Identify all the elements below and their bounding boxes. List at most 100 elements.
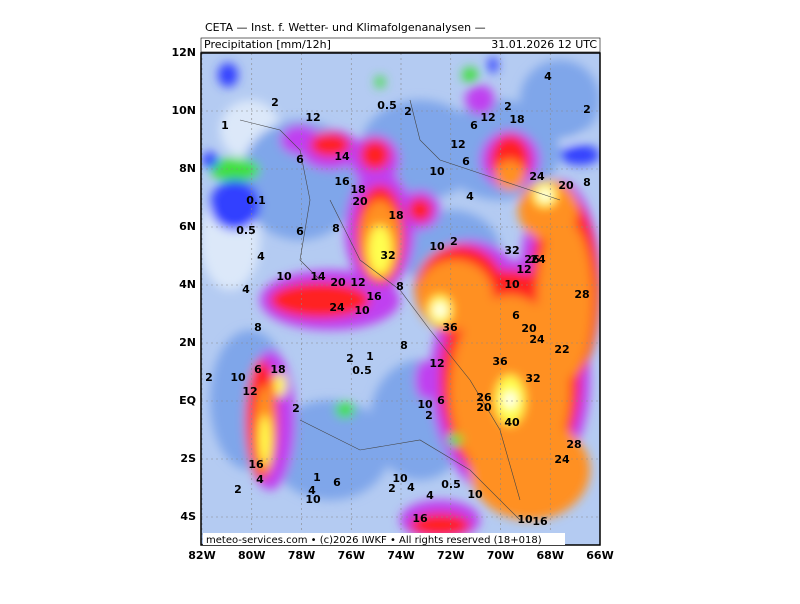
precip-area: [310, 133, 350, 157]
contour-label: 16: [248, 458, 264, 471]
x-axis-label: 74W: [387, 549, 414, 562]
contour-label: 2: [205, 371, 213, 384]
contour-label: 20: [558, 179, 574, 192]
contour-label: 0.5: [377, 99, 397, 112]
contour-label: 24: [530, 253, 546, 266]
contour-label: 10: [504, 278, 520, 291]
y-axis-label: 4N: [179, 278, 196, 291]
contour-label: 2: [234, 483, 242, 496]
contour-label: 2: [292, 402, 300, 415]
x-axis-label: 70W: [487, 549, 514, 562]
x-axis-label: 72W: [437, 549, 464, 562]
precip-area: [202, 152, 218, 168]
contour-label: 18: [388, 209, 403, 222]
contour-label: 6: [254, 363, 262, 376]
contour-label: 26: [524, 253, 540, 266]
precip-area: [462, 67, 478, 83]
contour-label: 24: [529, 170, 545, 183]
contour-label: 10: [354, 304, 370, 317]
valid-time: 31.01.2026 12 UTC: [491, 38, 597, 51]
precip-area: [210, 180, 260, 230]
contour-label: 18: [350, 183, 365, 196]
contour-label: 20: [352, 195, 368, 208]
contour-label: 16: [532, 515, 548, 528]
contour-label: 2: [271, 96, 279, 109]
precip-blobs: [201, 57, 600, 540]
contour-label: 1: [366, 350, 374, 363]
contour-label: 12: [450, 138, 465, 151]
contour-label: 20: [521, 322, 537, 335]
precip-area: [270, 400, 390, 500]
contour-label: 6: [296, 153, 304, 166]
contour-label: 16: [412, 512, 428, 525]
precip-area: [504, 392, 516, 408]
x-axis-label: 76W: [338, 549, 365, 562]
contour-label: 12: [429, 357, 444, 370]
contour-label: 2: [583, 103, 591, 116]
contour-label: 12: [305, 111, 320, 124]
contour-label: 10: [305, 493, 321, 506]
contour-label: 4: [257, 250, 265, 263]
contour-label: 28: [566, 438, 581, 451]
contour-label: 24: [554, 453, 570, 466]
contour-label: 6: [512, 309, 520, 322]
borders: [239, 99, 561, 521]
contour-label: 12: [242, 385, 257, 398]
y-axis-label: 6N: [179, 220, 196, 233]
contour-label: 8: [254, 321, 262, 334]
contour-label: 36: [492, 355, 508, 368]
precip-area: [280, 125, 320, 155]
y-axis-label: 2S: [180, 452, 196, 465]
y-axis-label: 4S: [180, 510, 196, 523]
contour-label: 14: [334, 150, 350, 163]
contour-label: 2: [388, 482, 396, 495]
contour-label: 18: [270, 363, 285, 376]
contour-label: 32: [380, 249, 395, 262]
precip-area: [410, 513, 470, 537]
y-axis-label: 8N: [179, 162, 196, 175]
contour-label: 0.1: [246, 194, 266, 207]
contour-label: 4: [308, 484, 316, 497]
contour-label: 2: [425, 409, 433, 422]
y-axis-label: 12N: [171, 46, 196, 59]
contour-label: 26: [476, 391, 492, 404]
precip-area: [447, 434, 463, 446]
contour-label: 6: [470, 119, 478, 132]
contour-label: 18: [509, 113, 524, 126]
precip-area: [274, 373, 286, 397]
contour-label: 36: [442, 321, 458, 334]
footer: meteo-services.com • (c)2026 IWKF • All …: [206, 535, 542, 546]
contour-label: 8: [396, 280, 404, 293]
precip-area: [259, 415, 271, 465]
y-axis-label: 2N: [179, 336, 196, 349]
contour-label: 24: [529, 333, 545, 346]
contour-label: 16: [334, 175, 350, 188]
precip-area: [408, 198, 432, 222]
contour-label: 4: [466, 190, 474, 203]
precip-area: [360, 140, 390, 170]
contour-label: 6: [333, 476, 341, 489]
product: Precipitation [mm/12h]: [204, 38, 331, 51]
contour-label: 10: [429, 165, 445, 178]
contour-label: 22: [554, 343, 569, 356]
contour-label: 4: [426, 489, 434, 502]
footer-bg: [203, 533, 565, 545]
contour-label: 2: [504, 100, 512, 113]
info-bar: [200, 37, 601, 53]
precip-area: [417, 260, 493, 330]
x-axis-label: 66W: [586, 549, 613, 562]
contour-label: 10: [417, 398, 433, 411]
contour-label: 24: [329, 301, 345, 314]
contour-label: 40: [504, 416, 520, 429]
y-axis-label: EQ: [179, 394, 196, 407]
y-axis-label: 10N: [171, 104, 196, 117]
contour-label: 32: [525, 372, 540, 385]
contour-label: 8: [400, 339, 408, 352]
x-axis-label: 82W: [188, 549, 215, 562]
precip-area: [495, 160, 525, 190]
contour-label: 28: [574, 288, 589, 301]
contour-label: 14: [310, 270, 326, 283]
contour-label: 4: [544, 70, 552, 83]
